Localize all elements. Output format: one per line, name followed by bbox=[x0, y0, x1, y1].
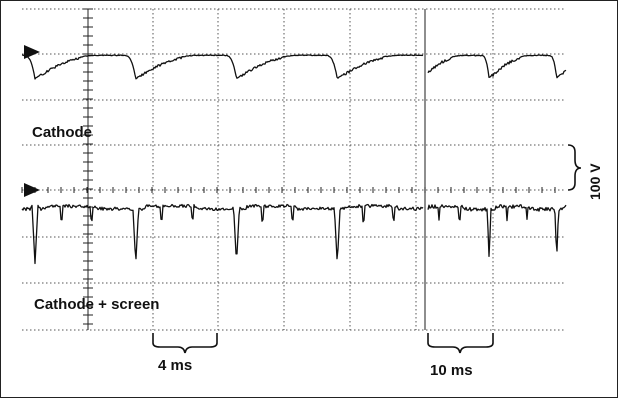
voltage-scale-label: 100 V bbox=[587, 163, 603, 200]
time-scale-bracket-right bbox=[427, 333, 494, 354]
markers bbox=[24, 45, 40, 197]
cathode-ground-marker bbox=[24, 45, 40, 59]
trace-cathode-panel-2 bbox=[427, 54, 567, 79]
graticule bbox=[21, 8, 566, 331]
trace-cathode-panel-1 bbox=[21, 54, 424, 80]
time-scale-bracket-left bbox=[152, 333, 218, 354]
trace-label-cathode: Cathode bbox=[32, 124, 92, 141]
trace-label-cathode-screen: Cathode + screen bbox=[34, 296, 159, 313]
traces bbox=[21, 54, 567, 265]
time-scale-label-left: 4 ms bbox=[158, 357, 192, 374]
trace-cathode-screen-panel-2 bbox=[427, 204, 567, 257]
trace-cathode-screen-panel-1 bbox=[21, 203, 424, 265]
voltage-scale-bracket bbox=[567, 144, 582, 191]
scale-brackets bbox=[152, 144, 582, 354]
screen-ground-marker bbox=[24, 183, 40, 197]
time-scale-label-right: 10 ms bbox=[430, 362, 473, 379]
